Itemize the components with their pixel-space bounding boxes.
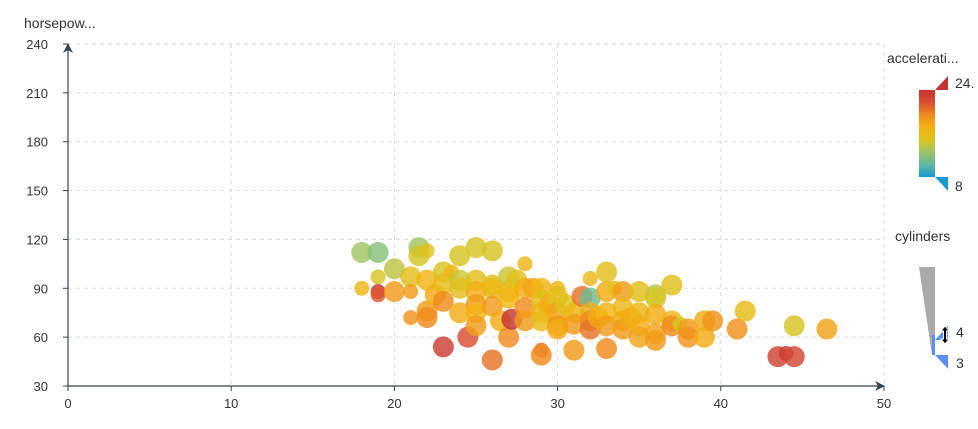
color-max-label: 24. — [955, 75, 974, 91]
size-max-label: 4 — [956, 324, 964, 340]
size-range-selected — [932, 335, 935, 355]
data-point[interactable] — [481, 277, 503, 299]
data-point[interactable] — [612, 281, 634, 303]
data-point[interactable] — [661, 274, 683, 296]
x-tick-labels: 0 10 20 30 40 50 — [64, 396, 891, 411]
data-point[interactable] — [354, 280, 370, 296]
data-point[interactable] — [465, 237, 487, 259]
data-point[interactable] — [351, 241, 373, 263]
data-point[interactable] — [416, 307, 438, 329]
y-tick-label: 60 — [34, 330, 48, 345]
x-tick-label: 30 — [550, 396, 564, 411]
y-tick-labels: 30 60 90 120 150 180 210 240 — [26, 37, 48, 394]
data-point[interactable] — [726, 318, 748, 340]
data-point[interactable] — [481, 349, 503, 371]
x-tick-label: 40 — [714, 396, 728, 411]
data-point[interactable] — [645, 287, 667, 309]
y-tick-label: 30 — [34, 379, 48, 394]
visual-map-acceleration-title: accelerati... — [887, 50, 959, 66]
x-tick-label: 20 — [387, 396, 401, 411]
x-axis-arrow — [875, 381, 885, 391]
data-point[interactable] — [702, 310, 724, 332]
data-point[interactable] — [498, 287, 520, 309]
x-tick-label: 50 — [877, 396, 891, 411]
y-axis-label: horsepow... — [24, 15, 96, 31]
resize-cursor-icon — [939, 325, 951, 345]
data-point[interactable] — [449, 245, 471, 267]
visual-map-cylinders-title: cylinders — [895, 228, 950, 244]
y-tick-label: 240 — [26, 37, 48, 52]
x-tick-label: 10 — [224, 396, 238, 411]
data-point[interactable] — [498, 326, 520, 348]
size-min-label: 3 — [956, 355, 964, 371]
data-point[interactable] — [449, 302, 471, 324]
data-point[interactable] — [481, 240, 503, 262]
data-point[interactable] — [582, 271, 598, 287]
data-point[interactable] — [383, 281, 405, 303]
data-point[interactable] — [419, 243, 435, 259]
data-point[interactable] — [530, 344, 552, 366]
data-point[interactable] — [628, 281, 650, 303]
axes — [63, 43, 885, 391]
color-range-handle-bottom[interactable] — [935, 177, 948, 191]
data-point[interactable] — [783, 315, 805, 337]
data-point[interactable] — [596, 261, 618, 283]
y-tick-label: 180 — [26, 135, 48, 150]
data-point[interactable] — [400, 266, 422, 288]
data-point[interactable] — [367, 241, 389, 263]
data-point[interactable] — [449, 277, 471, 299]
data-points — [351, 237, 838, 371]
grid — [68, 43, 885, 386]
data-point[interactable] — [783, 346, 805, 368]
color-range-handle-top[interactable] — [935, 76, 948, 90]
data-point[interactable] — [628, 326, 650, 348]
data-point[interactable] — [403, 284, 419, 300]
data-point[interactable] — [563, 339, 585, 361]
data-point[interactable] — [465, 315, 487, 337]
data-point[interactable] — [432, 336, 454, 358]
visual-map-cylinders[interactable]: cylinders 4 3 — [895, 228, 964, 371]
y-tick-label: 120 — [26, 232, 48, 247]
data-point[interactable] — [370, 269, 386, 285]
y-tick-label: 210 — [26, 86, 48, 101]
data-point[interactable] — [403, 310, 419, 326]
y-tick-label: 150 — [26, 184, 48, 199]
size-range-indicator — [919, 267, 935, 355]
data-point[interactable] — [370, 287, 386, 303]
size-range-handle-bottom[interactable] — [935, 355, 948, 369]
data-point[interactable] — [579, 287, 601, 309]
color-min-label: 8 — [955, 178, 963, 194]
color-gradient-bar[interactable] — [919, 90, 935, 177]
data-point[interactable] — [596, 338, 618, 360]
data-point[interactable] — [547, 318, 569, 340]
data-point[interactable] — [530, 310, 552, 332]
visual-map-acceleration[interactable]: accelerati... 24. 8 — [887, 50, 974, 194]
data-point[interactable] — [645, 303, 667, 325]
y-tick-label: 90 — [34, 281, 48, 296]
data-point[interactable] — [645, 329, 667, 351]
data-point[interactable] — [734, 300, 756, 322]
data-point[interactable] — [596, 315, 618, 337]
data-point[interactable] — [677, 326, 699, 348]
x-tick-label: 0 — [64, 396, 71, 411]
data-point[interactable] — [432, 290, 454, 312]
y-axis-arrow — [63, 43, 73, 53]
data-point[interactable] — [693, 326, 715, 348]
data-point[interactable] — [563, 313, 585, 335]
data-point[interactable] — [517, 256, 533, 272]
data-point[interactable] — [816, 318, 838, 340]
data-point[interactable] — [514, 310, 536, 332]
data-point[interactable] — [383, 258, 405, 280]
